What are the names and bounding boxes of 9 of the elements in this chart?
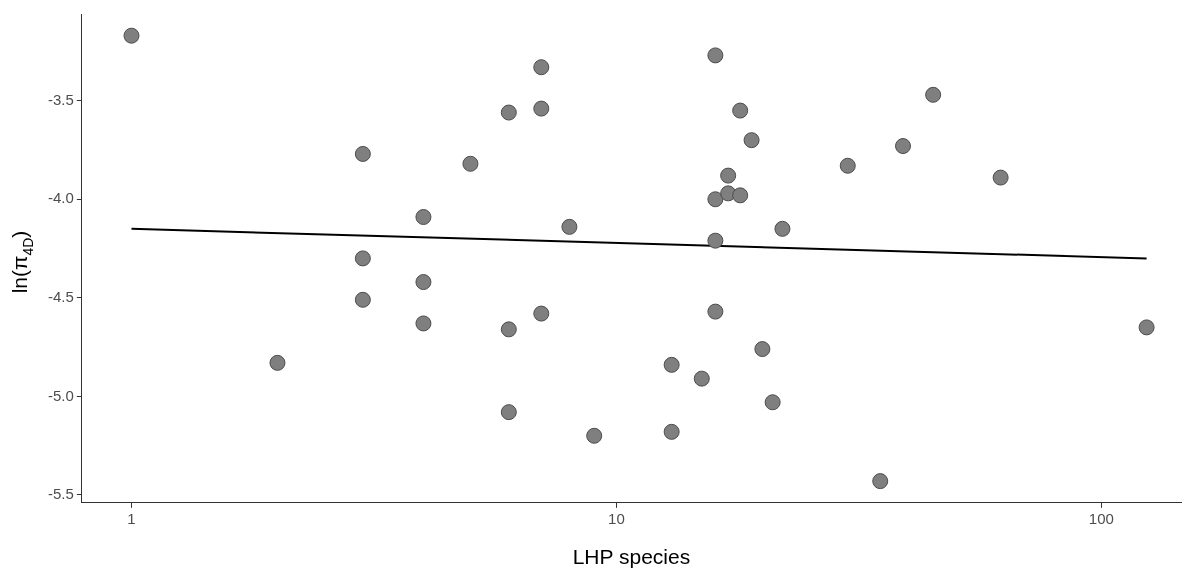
- y-tick-label: -4.0: [47, 189, 74, 207]
- y-tick-label: -5.0: [47, 386, 74, 404]
- y-tick-label: -5.5: [47, 485, 74, 503]
- x-tick-label: 1: [127, 509, 136, 527]
- y-tick-label: -4.5: [47, 287, 74, 305]
- y-tick-label: -3.5: [47, 90, 74, 108]
- x-tick-label: 10: [608, 509, 625, 527]
- x-axis-title: LHP species: [572, 545, 691, 569]
- x-tick-label: 100: [1088, 509, 1114, 527]
